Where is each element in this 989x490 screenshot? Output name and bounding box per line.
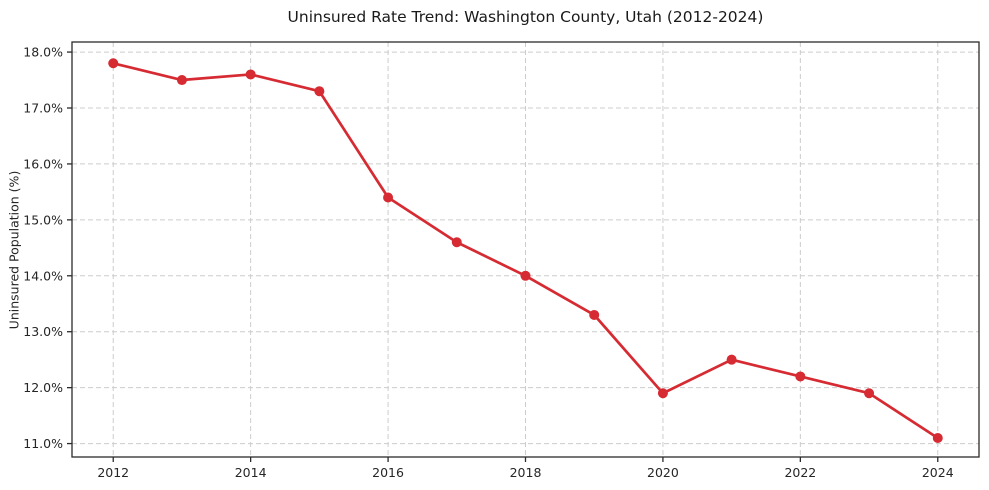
- y-tick-label: 11.0%: [23, 436, 63, 451]
- y-axis-label: Uninsured Population (%): [6, 170, 22, 330]
- y-tick-label: 17.0%: [23, 100, 63, 115]
- data-point: [245, 69, 256, 80]
- chart-title: Uninsured Rate Trend: Washington County,…: [287, 8, 764, 26]
- data-point: [314, 86, 325, 97]
- x-tick-label: 2014: [235, 465, 267, 480]
- data-point: [589, 309, 600, 320]
- data-point: [383, 192, 394, 203]
- data-point: [176, 75, 187, 86]
- x-tick-label: 2020: [647, 465, 679, 480]
- data-point: [795, 371, 806, 382]
- data-point: [932, 432, 943, 443]
- data-point: [520, 270, 531, 281]
- y-tick-label: 18.0%: [23, 45, 63, 60]
- data-point: [657, 388, 668, 399]
- y-tick-label: 16.0%: [23, 156, 63, 171]
- data-point: [726, 354, 737, 365]
- x-tick-label: 2016: [372, 465, 404, 480]
- data-point: [451, 237, 462, 248]
- data-point: [108, 58, 119, 69]
- x-tick-label: 2012: [97, 465, 129, 480]
- y-tick-label: 15.0%: [23, 212, 63, 227]
- x-tick-label: 2024: [922, 465, 954, 480]
- y-tick-label: 14.0%: [23, 268, 63, 283]
- y-tick-label: 13.0%: [23, 324, 63, 339]
- x-tick-label: 2022: [784, 465, 816, 480]
- x-tick-label: 2018: [510, 465, 542, 480]
- y-tick-label: 12.0%: [23, 380, 63, 395]
- data-point: [864, 388, 875, 399]
